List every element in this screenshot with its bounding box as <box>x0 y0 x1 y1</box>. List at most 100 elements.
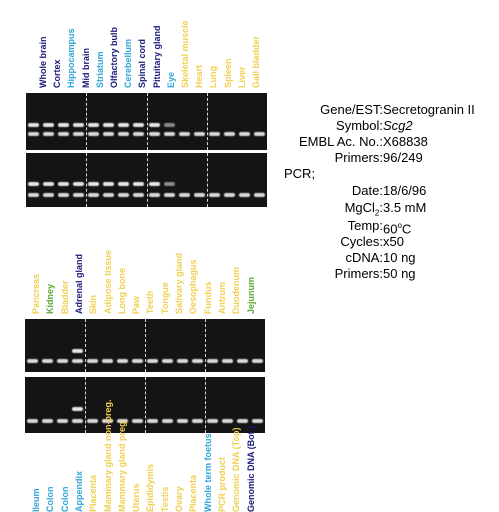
gel-band-product <box>43 182 54 186</box>
gel-band <box>149 132 160 136</box>
gel-band <box>102 419 113 423</box>
lane-label: Skin <box>88 294 99 314</box>
gel-band <box>222 419 233 423</box>
lane-label: Striatum <box>94 51 105 88</box>
lane-label: Heart <box>194 64 205 88</box>
gel-band-product <box>118 123 129 127</box>
lane-label: Cortex <box>52 59 63 88</box>
gel-band <box>43 132 54 136</box>
gel-band <box>58 132 69 136</box>
lane-label: Hippocampus <box>66 28 77 88</box>
date-value: 18/6/96 <box>383 183 427 198</box>
lane-label: Fundus <box>202 281 213 315</box>
gel-top-2 <box>26 153 267 207</box>
gel-band <box>72 419 83 423</box>
lane-label: Mid brain <box>80 48 91 88</box>
gel-band <box>42 359 53 363</box>
gel-band-product <box>72 407 83 411</box>
lane-label: Ovary <box>174 486 184 512</box>
lane-separator <box>85 377 86 433</box>
gel-mid-1 <box>25 319 265 372</box>
lane-separator <box>85 319 86 372</box>
lane-label: Oesophagus <box>188 259 199 314</box>
lane-separator <box>145 377 146 433</box>
gel-band <box>162 419 173 423</box>
lane-label: Teeth <box>145 290 156 314</box>
gel-band <box>147 359 158 363</box>
gel-band <box>149 193 160 197</box>
gel-band <box>209 132 220 136</box>
lane-separator <box>207 153 208 207</box>
gel-band <box>177 359 188 363</box>
gel-band <box>133 132 144 136</box>
lane-label: Salivary gland <box>174 252 184 314</box>
gel-band <box>102 359 113 363</box>
lane-label: Testis <box>159 486 170 512</box>
gel-band <box>179 132 190 136</box>
gel-mid-2 <box>25 377 265 433</box>
lane-label: Adrenal gland <box>73 253 84 314</box>
gel-band <box>237 359 248 363</box>
gel-band <box>207 359 218 363</box>
gel-band <box>254 193 265 197</box>
gel-band <box>43 193 54 197</box>
lane-label: Colon <box>59 486 70 512</box>
gel-band <box>164 193 175 197</box>
lane-label: Gall bladder <box>251 35 261 88</box>
gel-band <box>103 132 114 136</box>
gel-band-product <box>164 123 175 127</box>
gel-band <box>162 359 173 363</box>
lane-label: Skeletal muscle <box>180 20 190 88</box>
lane-label: Whole term foetus <box>202 433 213 512</box>
lane-label: Adipose tissue <box>102 249 113 314</box>
cdna-value: 10 ng <box>383 250 416 265</box>
embl-value: X68838 <box>383 134 428 149</box>
temp-label: Temp: <box>347 218 383 233</box>
gel-band <box>117 359 128 363</box>
symbol-value: Scg2 <box>383 118 413 133</box>
lane-separator <box>205 319 206 372</box>
lane-label: Pancreas <box>31 273 41 314</box>
gel-band <box>118 193 129 197</box>
gel-band <box>224 132 235 136</box>
gel-band <box>209 193 220 197</box>
lane-label: Mammary gland preg. <box>116 418 127 512</box>
gel-band <box>237 419 248 423</box>
gel-band <box>252 419 263 423</box>
gel-band <box>254 132 265 136</box>
gel-band <box>207 419 218 423</box>
gel-band <box>27 359 38 363</box>
gel-band-product <box>149 123 160 127</box>
temp-value: 60oC <box>383 221 412 237</box>
lane-label: Pituitary gland <box>151 25 162 88</box>
gel-band <box>73 132 84 136</box>
primers2-value: 50 ng <box>383 266 416 281</box>
gel-band <box>57 419 68 423</box>
lane-label: Antrum <box>216 282 227 314</box>
gel-band <box>88 132 99 136</box>
lane-label: Ileum <box>31 488 41 512</box>
lane-label: Epididymis <box>145 463 156 512</box>
gel-band-product <box>58 182 69 186</box>
gel-band <box>132 419 143 423</box>
lane-separator <box>145 319 146 372</box>
gel-band <box>192 419 203 423</box>
gel-band-product <box>164 182 175 186</box>
gel-band-product <box>43 123 54 127</box>
gel-band-product <box>88 182 99 186</box>
gel-band <box>179 193 190 197</box>
lane-label: PCR product <box>216 457 227 512</box>
mgcl-label: MgCl2: <box>344 200 383 218</box>
gel-band <box>118 132 129 136</box>
gel-band <box>239 132 250 136</box>
gel-band <box>252 359 263 363</box>
lane-separator <box>147 93 148 150</box>
gel-band-product <box>58 123 69 127</box>
gene-value: Secretogranin II <box>383 102 475 117</box>
symbol-label: Symbol: <box>336 118 383 133</box>
date-label: Date: <box>351 183 383 198</box>
gel-band <box>28 193 39 197</box>
gel-band <box>42 419 53 423</box>
gel-band <box>117 419 128 423</box>
gel-band <box>103 193 114 197</box>
